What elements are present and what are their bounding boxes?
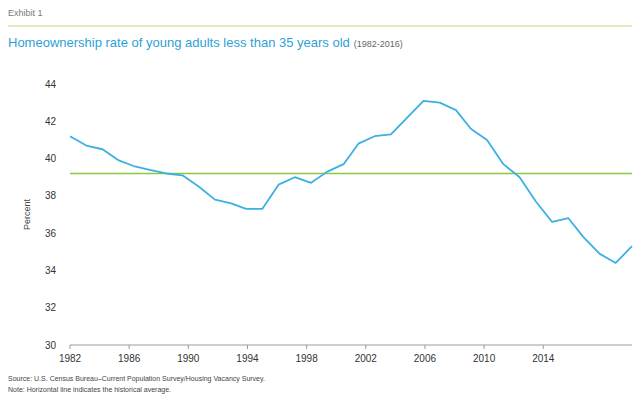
y-tick-label: 32 bbox=[45, 302, 57, 313]
x-tick-label: 2014 bbox=[532, 353, 555, 364]
x-tick bbox=[365, 345, 366, 349]
x-tick bbox=[188, 345, 189, 349]
y-tick-label: 38 bbox=[45, 190, 57, 201]
x-tick bbox=[247, 345, 248, 349]
y-tick bbox=[66, 233, 70, 234]
x-tick bbox=[306, 345, 307, 349]
x-axis-line bbox=[70, 345, 632, 346]
y-tick-label: 42 bbox=[45, 116, 57, 127]
y-tick bbox=[66, 84, 70, 85]
source: Source: U.S. Census Bureau–Current Popul… bbox=[8, 375, 265, 383]
y-tick bbox=[66, 345, 70, 346]
x-tick-label: 2002 bbox=[355, 353, 378, 364]
title-text: Homeownership rate of young adults less … bbox=[8, 35, 350, 50]
average-line bbox=[70, 173, 632, 175]
y-tick bbox=[66, 158, 70, 159]
chart: Exhibit 1 Homeownership rate of young adu… bbox=[0, 0, 640, 419]
y-tick bbox=[66, 307, 70, 308]
x-tick bbox=[424, 345, 425, 349]
x-tick bbox=[129, 345, 130, 349]
x-tick-label: 2006 bbox=[414, 353, 437, 364]
y-tick bbox=[66, 121, 70, 122]
x-tick bbox=[543, 345, 544, 349]
y-axis-label: Percent bbox=[22, 198, 32, 230]
y-tick bbox=[66, 270, 70, 271]
subtitle: (1982-2016) bbox=[354, 39, 403, 49]
title: Homeownership rate of young adults less … bbox=[8, 35, 403, 50]
x-tick-label: 1986 bbox=[118, 353, 141, 364]
x-tick-label: 2010 bbox=[473, 353, 496, 364]
header-rule bbox=[8, 26, 632, 27]
header: Exhibit 1 bbox=[8, 8, 43, 18]
x-tick bbox=[484, 345, 485, 349]
x-tick-label: 1982 bbox=[59, 353, 82, 364]
x-tick bbox=[70, 345, 71, 349]
y-tick-label: 30 bbox=[45, 340, 57, 351]
x-tick-label: 1998 bbox=[296, 353, 319, 364]
y-tick-label: 40 bbox=[45, 153, 57, 164]
x-tick-label: 1994 bbox=[236, 353, 259, 364]
y-tick-label: 44 bbox=[45, 79, 57, 90]
plot-area bbox=[70, 101, 632, 263]
note: Note: Horizontal line indicates the hist… bbox=[8, 386, 171, 394]
x-tick-label: 1990 bbox=[177, 353, 200, 364]
y-tick-label: 36 bbox=[45, 228, 57, 239]
data-line bbox=[70, 101, 632, 263]
y-tick-label: 34 bbox=[45, 265, 57, 276]
y-tick bbox=[66, 195, 70, 196]
